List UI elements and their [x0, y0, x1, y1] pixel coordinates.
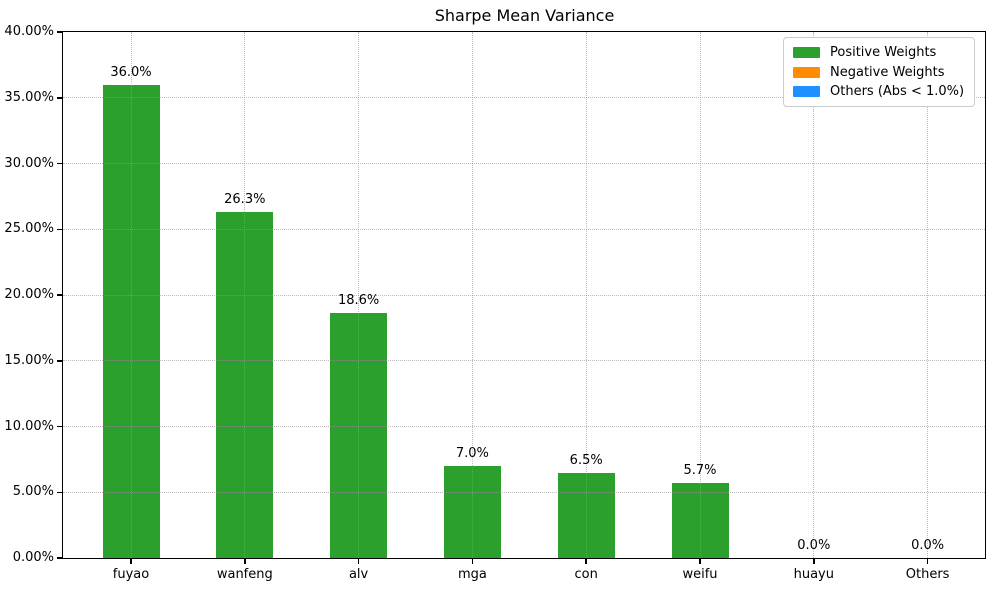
legend-label: Others (Abs < 1.0%) [830, 84, 965, 100]
bar-weifu [671, 483, 729, 558]
bar-fuyao [102, 84, 160, 558]
y-tick-mark [57, 97, 63, 99]
legend-row-positive: Positive Weights [793, 45, 965, 60]
y-tick-label: 35.00% [4, 89, 54, 105]
y-tick-label: 30.00% [4, 155, 54, 171]
x-tick-label: weifu [682, 567, 718, 582]
legend-row-negative: Negative Weights [793, 65, 965, 80]
legend-label: Positive Weights [830, 44, 937, 60]
x-tick-mark [813, 558, 815, 564]
y-tick-label: 5.00% [12, 484, 54, 500]
legend-row-others: Others (Abs < 1.0%) [793, 84, 965, 99]
y-grid-line [63, 294, 985, 296]
bar-value-label: 7.0% [455, 445, 489, 461]
bar-mga [443, 465, 501, 558]
y-grid-line [63, 491, 985, 493]
plot-area: 0.00% 5.00% 10.00% 15.00% 20.00% 25.00% 30.00%… [4, 24, 986, 582]
bar-value-label: 6.5% [569, 452, 603, 468]
y-tick-label: 0.00% [12, 550, 54, 565]
y-grid-line [63, 360, 985, 362]
y-grid-line [63, 426, 985, 427]
x-grid-line [927, 32, 929, 558]
y-tick-label: 40.00% [4, 24, 54, 39]
bar-alv [330, 313, 388, 558]
x-tick-label: mga [457, 567, 487, 582]
y-tick-label: 25.00% [4, 221, 54, 237]
x-tick-mark [471, 558, 474, 564]
bar-value-label: 5.7% [683, 463, 717, 479]
bar-value-label: 0.0% [797, 538, 831, 553]
y-tick-mark [57, 228, 63, 230]
y-grid-line [63, 228, 985, 230]
bar-value-label: 36.0% [110, 64, 152, 80]
x-tick-label: Others [905, 567, 950, 582]
x-tick-label: con [574, 567, 598, 582]
x-tick-label: alv [348, 567, 369, 582]
y-tick-mark [57, 425, 63, 428]
x-tick-mark [699, 558, 701, 564]
x-grid-line [813, 32, 815, 558]
x-tick-mark [585, 558, 587, 564]
legend-swatch [793, 86, 820, 98]
bar-value-label: 18.6% [337, 293, 380, 309]
x-tick-label: fuyao [112, 567, 150, 582]
legend: Positive Weights Negative Weights Others… [783, 37, 975, 107]
y-tick-label: 15.00% [4, 352, 54, 368]
x-tick-label: huayu [793, 567, 834, 582]
x-tick-mark [244, 558, 246, 564]
legend-swatch [793, 66, 820, 78]
y-tick-mark [57, 491, 63, 493]
x-tick-mark [357, 558, 360, 564]
x-tick-mark [926, 558, 929, 564]
y-tick-label: 20.00% [4, 287, 54, 302]
y-tick-mark [57, 31, 63, 33]
y-tick-mark [57, 294, 63, 296]
y-tick-mark [57, 557, 63, 559]
y-tick-label: 10.00% [4, 418, 54, 434]
bar-wanfeng [216, 212, 274, 558]
chart-title: Sharpe Mean Variance [434, 6, 615, 25]
y-grid-line [63, 163, 985, 164]
bar-value-label: 0.0% [911, 538, 945, 553]
bar-value-label: 26.3% [224, 192, 266, 208]
legend-label: Negative Weights [830, 64, 945, 80]
x-grid-line [699, 32, 701, 558]
legend-swatch [793, 46, 820, 58]
x-tick-mark [130, 558, 132, 564]
bar-con [557, 472, 615, 558]
y-tick-mark [57, 162, 63, 165]
x-tick-label: wanfeng [216, 567, 273, 582]
y-tick-mark [57, 360, 63, 362]
